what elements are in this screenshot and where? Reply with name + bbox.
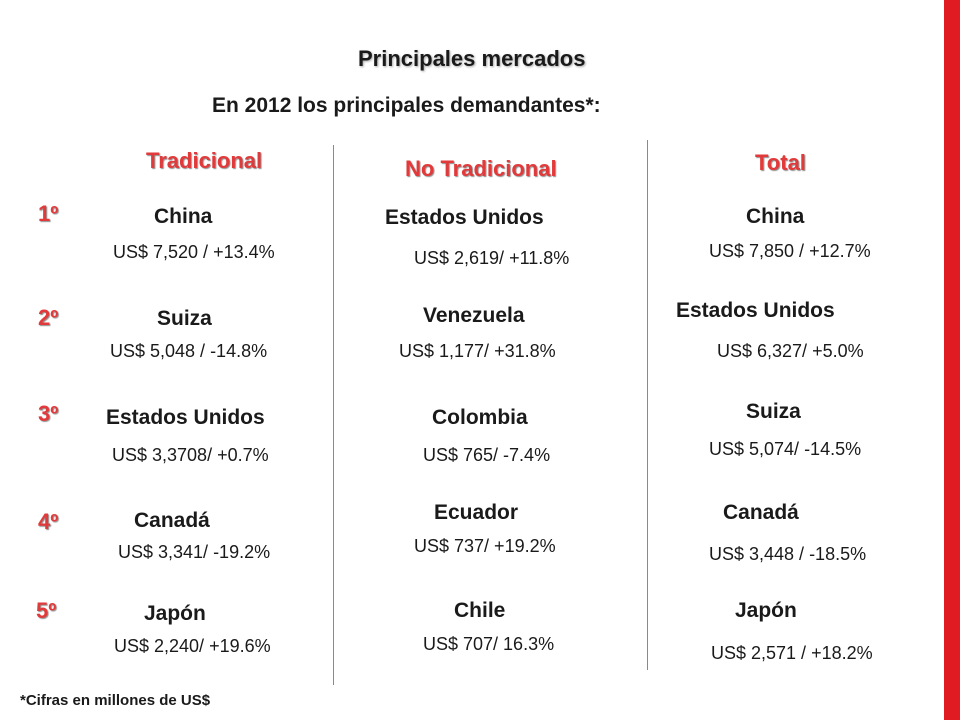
rank-5: 5º <box>36 598 57 623</box>
tradicional-country-3: Estados Unidos <box>106 406 265 429</box>
footnote: *Cifras en millones de US$ <box>20 692 211 709</box>
total-country-3: Suiza <box>746 400 801 423</box>
no-tradicional-value-5: US$ 707/ 16.3% <box>423 634 555 654</box>
no-tradicional-value-1: US$ 2,619/ +11.8% <box>414 248 570 268</box>
no-tradicional-country-4: Ecuador <box>434 501 519 524</box>
tradicional-country-5: Japón <box>144 602 206 625</box>
tradicional-country-2: Suiza <box>157 307 212 330</box>
tradicional-value-3: US$ 3,3708/ +0.7% <box>112 445 269 465</box>
page-subtitle: En 2012 los principales demandantes*: <box>212 94 601 117</box>
total-value-1: US$ 7,850 / +12.7% <box>709 241 871 261</box>
rank-4: 4º <box>38 509 59 534</box>
no-tradicional-value-2: US$ 1,177/ +31.8% <box>399 341 556 361</box>
total-country-2: Estados Unidos <box>676 299 835 322</box>
column-divider-right <box>647 140 648 670</box>
rank-2: 2º <box>38 305 59 330</box>
column-divider-left <box>333 145 334 685</box>
total-value-3: US$ 5,074/ -14.5% <box>709 439 862 459</box>
tradicional-value-5: US$ 2,240/ +19.6% <box>114 636 271 656</box>
tradicional-country-1: China <box>154 205 213 228</box>
tradicional-value-4: US$ 3,341/ -19.2% <box>118 542 271 562</box>
column-header-total: Total <box>755 150 806 175</box>
no-tradicional-value-3: US$ 765/ -7.4% <box>423 445 551 465</box>
column-header-tradicional: Tradicional <box>146 148 263 173</box>
tradicional-value-2: US$ 5,048 / -14.8% <box>110 341 268 361</box>
total-value-2: US$ 6,327/ +5.0% <box>717 341 864 361</box>
total-value-4: US$ 3,448 / -18.5% <box>709 544 867 564</box>
no-tradicional-value-4: US$ 737/ +19.2% <box>414 536 556 556</box>
total-country-4: Canadá <box>723 501 799 524</box>
no-tradicional-country-3: Colombia <box>432 406 528 429</box>
total-country-1: China <box>746 205 805 228</box>
rank-1: 1º <box>38 201 59 226</box>
column-header-no-tradicional: No Tradicional <box>405 156 557 181</box>
tradicional-country-4: Canadá <box>134 509 210 532</box>
no-tradicional-country-5: Chile <box>454 599 506 622</box>
page-title: Principales mercados <box>358 46 586 71</box>
total-country-5: Japón <box>735 599 797 622</box>
no-tradicional-country-1: Estados Unidos <box>385 206 544 229</box>
rank-3: 3º <box>38 401 59 426</box>
side-accent-bar <box>944 0 960 720</box>
tradicional-value-1: US$ 7,520 / +13.4% <box>113 242 275 262</box>
no-tradicional-country-2: Venezuela <box>423 304 525 327</box>
total-value-5: US$ 2,571 / +18.2% <box>711 643 873 663</box>
